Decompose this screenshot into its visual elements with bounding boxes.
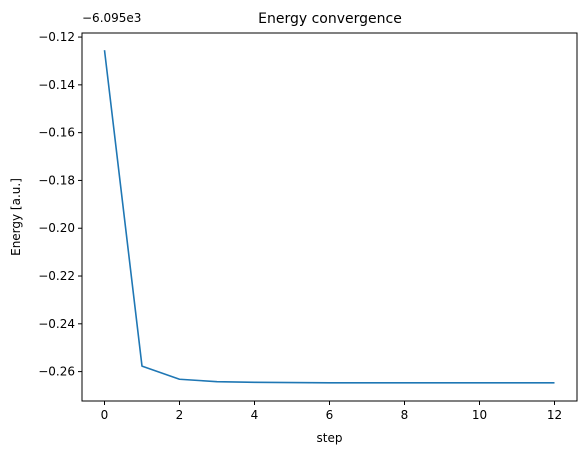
- x-tick-label: 6: [326, 408, 334, 422]
- x-tick-label: 4: [251, 408, 259, 422]
- x-axis-label: step: [317, 431, 343, 445]
- y-tick-label: −0.18: [38, 173, 75, 187]
- y-tick-label: −0.16: [38, 126, 75, 140]
- y-tick-label: −0.20: [38, 221, 75, 235]
- x-tick-label: 8: [401, 408, 409, 422]
- energy-series-line: [103, 50, 555, 384]
- y-tick-label: −0.26: [38, 365, 75, 379]
- y-tick-label: −0.12: [38, 30, 75, 44]
- y-tick-label: −0.24: [38, 317, 75, 331]
- x-tick-label: 10: [472, 408, 487, 422]
- y-tick-label: −0.22: [38, 269, 75, 283]
- plot-frame: [81, 32, 578, 402]
- y-tick-label: −0.14: [38, 78, 75, 92]
- x-tick-label: 0: [101, 408, 109, 422]
- x-tick-label: 12: [547, 408, 562, 422]
- y-offset-label: −6.095e3: [82, 11, 141, 25]
- y-axis-ticks: −0.26 −0.24 −0.22 −0.20 −0.18 −0.16 −0.14 −0.12: [38, 30, 82, 379]
- y-axis-label: Energy [a.u.]: [9, 178, 23, 256]
- x-axis-ticks: 0 2 4 6 8 10 12: [101, 401, 562, 422]
- x-tick-label: 2: [176, 408, 184, 422]
- chart-title: Energy convergence: [258, 11, 402, 27]
